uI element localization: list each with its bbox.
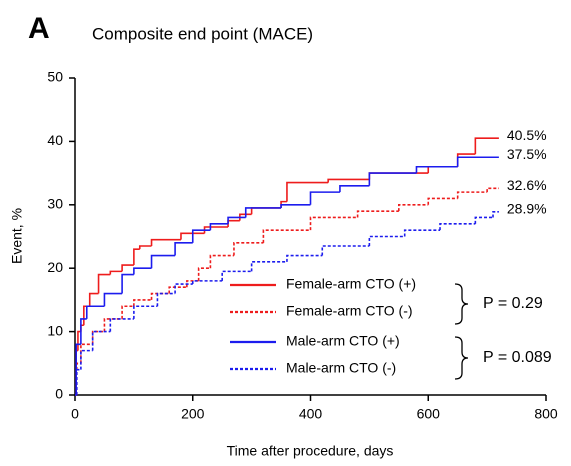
step-segment	[221, 270, 252, 281]
step-segment	[133, 248, 140, 266]
step-segment	[227, 216, 246, 224]
y-tick-label: 20	[47, 259, 63, 275]
step-segment	[244, 207, 282, 218]
step-segment	[121, 273, 134, 294]
y-tick-label: 30	[47, 196, 63, 212]
step-segment	[309, 191, 340, 205]
step-segment	[456, 156, 499, 167]
step-segment	[150, 254, 176, 269]
x-axis-label: Time after procedure, days	[227, 443, 394, 459]
step-segment	[88, 292, 99, 307]
step-segment	[209, 223, 229, 231]
step-segment	[398, 204, 429, 212]
step-segment	[138, 245, 152, 250]
y-tick-label: 10	[47, 322, 63, 338]
step-segment	[203, 226, 229, 234]
step-segment	[97, 273, 111, 294]
step-segment	[286, 254, 323, 262]
step-segment	[109, 270, 123, 275]
step-segment	[339, 184, 370, 193]
step-segment	[150, 238, 181, 247]
step-segment	[91, 330, 111, 351]
end-label: 32.6%	[507, 177, 547, 193]
step-segment	[356, 210, 399, 218]
step-segment	[174, 283, 193, 294]
step-segment	[121, 305, 134, 319]
legend-label: Female-arm CTO (-)	[286, 303, 413, 319]
legend-label: Male-arm CTO (+)	[286, 333, 400, 349]
x-tick-label: 400	[299, 406, 323, 422]
step-segment	[80, 318, 87, 345]
step-segment	[439, 223, 476, 231]
end-label: 37.5%	[507, 146, 547, 162]
step-segment	[197, 267, 211, 281]
step-segment	[486, 187, 499, 193]
x-tick-label: 800	[534, 406, 558, 422]
step-segment	[191, 229, 211, 243]
step-segment	[80, 349, 93, 370]
end-label: 28.9%	[507, 200, 547, 216]
step-segment	[121, 264, 134, 272]
x-tick-label: 0	[71, 406, 79, 422]
step-segment	[492, 210, 499, 218]
step-segment	[286, 181, 329, 202]
step-segment	[321, 245, 370, 256]
step-segment	[133, 299, 152, 307]
step-segment	[239, 213, 252, 221]
step-segment	[368, 172, 417, 186]
y-axis-label: Event, %	[9, 208, 25, 264]
step-segment	[250, 207, 282, 215]
step-segment	[250, 261, 287, 272]
step-segment	[427, 197, 458, 205]
p-value: P = 0.089	[483, 349, 552, 366]
step-segment	[180, 232, 205, 240]
bracket	[454, 283, 469, 325]
step-segment	[85, 305, 105, 319]
step-segment	[168, 286, 187, 294]
step-segment	[75, 368, 81, 395]
y-tick-label: 0	[55, 386, 63, 402]
y-tick-label: 50	[47, 69, 63, 85]
chart-title: Composite end point (MACE)	[92, 24, 313, 43]
step-segment	[109, 318, 134, 332]
step-segment	[227, 219, 240, 227]
step-segment	[133, 267, 152, 275]
step-segment	[262, 229, 311, 243]
legend-label: Female-arm CTO (+)	[286, 276, 416, 292]
step-segment	[91, 330, 105, 345]
x-tick-label: 200	[181, 406, 205, 422]
step-segment	[233, 242, 264, 256]
p-value: P = 0.29	[483, 295, 543, 312]
step-segment	[103, 318, 123, 332]
step-segment	[191, 280, 223, 285]
step-segment	[133, 305, 158, 319]
step-segment	[174, 242, 193, 256]
step-segment	[80, 343, 93, 364]
bracket	[454, 336, 469, 380]
step-segment	[309, 216, 358, 231]
x-tick-label: 600	[417, 406, 441, 422]
step-segment	[474, 216, 494, 224]
step-segment	[103, 292, 123, 307]
step-segment	[368, 172, 429, 180]
step-segment	[415, 165, 458, 174]
step-segment	[474, 137, 499, 155]
step-segment	[427, 165, 458, 174]
panel-label: A	[28, 12, 50, 45]
step-segment	[403, 229, 441, 237]
step-segment	[456, 191, 488, 199]
end-label: 40.5%	[507, 127, 547, 143]
step-segment	[186, 280, 199, 288]
y-tick-label: 40	[47, 132, 63, 148]
step-segment	[209, 254, 234, 269]
step-segment	[456, 153, 476, 167]
step-segment	[280, 204, 311, 208]
step-segment	[150, 292, 170, 300]
brackets	[454, 283, 469, 380]
step-segment	[156, 292, 176, 307]
legend-label: Male-arm CTO (-)	[286, 360, 396, 376]
step-segment	[368, 235, 405, 247]
step-segment	[327, 178, 370, 183]
